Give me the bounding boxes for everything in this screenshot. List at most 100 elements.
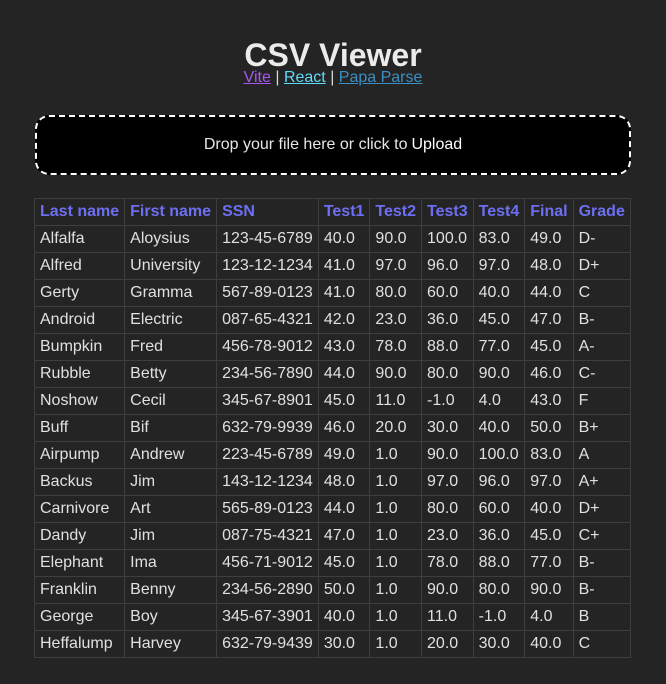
table-cell: 90.0 [421, 576, 474, 604]
table-body: Alfalfa Aloysius 123-45-6789 40.0 90.0 100.0 8… [33, 225, 631, 658]
table-cell: 40.0 [524, 495, 574, 523]
table-cell: 632-79-9439 [216, 630, 319, 658]
table-cell: 1.0 [369, 603, 423, 631]
table-cell: Gramma [124, 279, 218, 307]
table-cell: 20.0 [369, 414, 423, 442]
table-row: Franklin Benny 234-56-2890 50.0 1.0 90.0 80.0 9… [33, 576, 631, 604]
table-cell: 50.0 [524, 414, 574, 442]
table-cell: C+ [572, 522, 631, 550]
table-cell: 97.0 [524, 468, 574, 496]
table-cell: 60.0 [472, 495, 526, 523]
table-cell: 1.0 [369, 576, 423, 604]
table-cell: 36.0 [472, 522, 526, 550]
table-cell: 123-12-1234 [216, 252, 319, 280]
table-cell: B+ [572, 414, 631, 442]
table-cell: C [572, 279, 631, 307]
table-cell: Jim [124, 468, 218, 496]
table-row: Alfalfa Aloysius 123-45-6789 40.0 90.0 100.0 8… [33, 225, 631, 253]
file-dropzone[interactable]: Drop your file here or click to Upload [35, 115, 631, 175]
table-cell: 565-89-0123 [216, 495, 319, 523]
table-row: Dandy Jim 087-75-4321 47.0 1.0 23.0 36.0 45.0 C+ [33, 522, 631, 550]
table-row: Alfred University 123-12-1234 41.0 97.0 96.0 9… [33, 252, 631, 280]
table-cell: 4.0 [472, 387, 526, 415]
column-header: First name [124, 198, 218, 226]
column-header: SSN [216, 198, 319, 226]
table-cell: Art [124, 495, 218, 523]
table-row: Android Electric 087-65-4321 42.0 23.0 36.0 45… [33, 306, 631, 334]
table-cell: 83.0 [472, 225, 526, 253]
table-cell: 1.0 [369, 441, 423, 469]
table-cell: Buff [33, 414, 126, 442]
table-cell: 80.0 [421, 360, 474, 388]
table-cell: University [124, 252, 218, 280]
table-cell: 223-45-6789 [216, 441, 319, 469]
table-row: Elephant Ima 456-71-9012 45.0 1.0 78.0 88.0 77.… [33, 549, 631, 577]
table-cell: 90.0 [369, 360, 423, 388]
table-cell: 143-12-1234 [216, 468, 319, 496]
table-cell: 632-79-9939 [216, 414, 319, 442]
table-row: Carnivore Art 565-89-0123 44.0 1.0 80.0 60.0 40… [33, 495, 631, 523]
table-cell: 78.0 [421, 549, 474, 577]
table-cell: -1.0 [472, 603, 526, 631]
dropzone-text: Drop your file here or click to [203, 136, 408, 153]
table-cell: Gerty [33, 279, 126, 307]
table-cell: 100.0 [472, 441, 526, 469]
table-cell: 36.0 [421, 306, 474, 334]
upload-label[interactable]: Upload [411, 136, 463, 153]
table-row: Noshow Cecil 345-67-8901 45.0 11.0 -1.0 4.0 43.… [33, 387, 631, 415]
column-header: Test1 [317, 198, 371, 226]
column-header: Last name [33, 198, 126, 226]
table-cell: D+ [572, 252, 631, 280]
table-cell: A+ [572, 468, 631, 496]
table-row: Bumpkin Fred 456-78-9012 43.0 78.0 88.0 77.0 45… [33, 333, 631, 361]
table-cell: 49.0 [524, 225, 574, 253]
table-cell: Rubble [33, 360, 126, 388]
table-cell: 78.0 [369, 333, 423, 361]
table-cell: 45.0 [317, 549, 371, 577]
table-cell: Carnivore [33, 495, 126, 523]
table-cell: 48.0 [524, 252, 574, 280]
link-separator: | [275, 69, 280, 86]
table-cell: 40.0 [317, 603, 371, 631]
table-cell: 1.0 [369, 522, 423, 550]
table-cell: 4.0 [524, 603, 574, 631]
table-cell: 44.0 [317, 360, 371, 388]
table-cell: George [33, 603, 126, 631]
table-cell: 23.0 [369, 306, 423, 334]
table-cell: C- [572, 360, 631, 388]
table-cell: A- [572, 333, 631, 361]
table-cell: Alfalfa [33, 225, 126, 253]
table-cell: 1.0 [369, 468, 423, 496]
column-header: Test4 [472, 198, 526, 226]
table-cell: Benny [124, 576, 218, 604]
column-header: Test2 [369, 198, 423, 226]
table-row: Airpump Andrew 223-45-6789 49.0 1.0 90.0 100.0… [33, 441, 631, 469]
table-cell: 345-67-3901 [216, 603, 319, 631]
table-cell: 45.0 [524, 522, 574, 550]
table-cell: 40.0 [524, 630, 574, 658]
table-cell: Airpump [33, 441, 126, 469]
table-cell: 30.0 [472, 630, 526, 658]
table-cell: 97.0 [369, 252, 423, 280]
table-cell: Noshow [33, 387, 126, 415]
papa-parse-link[interactable]: Papa Parse [338, 69, 423, 86]
table-cell: D+ [572, 495, 631, 523]
table-cell: Elephant [33, 549, 126, 577]
react-link[interactable]: React [283, 69, 326, 86]
table-cell: Electric [124, 306, 218, 334]
table-cell: 77.0 [524, 549, 574, 577]
table-row: Buff Bif 632-79-9939 46.0 20.0 30.0 40.0 50.0 B+ [33, 414, 631, 442]
vite-link[interactable]: Vite [243, 69, 271, 86]
table-cell: 42.0 [317, 306, 371, 334]
table-cell: 43.0 [524, 387, 574, 415]
table-cell: 234-56-7890 [216, 360, 319, 388]
column-header: Test3 [421, 198, 474, 226]
table-cell: 90.0 [369, 225, 423, 253]
table-cell: Fred [124, 333, 218, 361]
table-cell: 46.0 [317, 414, 371, 442]
table-cell: 97.0 [421, 468, 474, 496]
table-cell: 47.0 [524, 306, 574, 334]
table-cell: 90.0 [421, 441, 474, 469]
table-cell: 11.0 [421, 603, 474, 631]
